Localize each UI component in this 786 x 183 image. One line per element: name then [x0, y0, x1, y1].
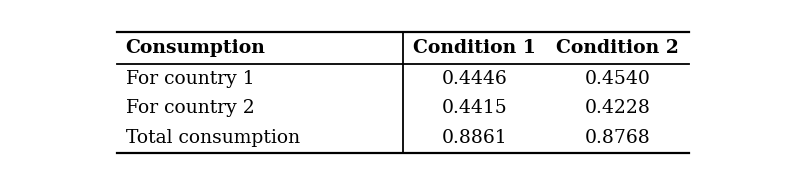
Text: 0.8861: 0.8861 [442, 129, 507, 147]
Text: 0.4540: 0.4540 [585, 70, 651, 88]
Text: 0.4415: 0.4415 [442, 100, 507, 117]
Text: Condition 1: Condition 1 [413, 39, 536, 57]
Text: 0.4228: 0.4228 [585, 100, 651, 117]
Text: Consumption: Consumption [126, 39, 266, 57]
Text: For country 2: For country 2 [126, 100, 255, 117]
Text: 0.4446: 0.4446 [442, 70, 507, 88]
Text: For country 1: For country 1 [126, 70, 255, 88]
Text: Condition 2: Condition 2 [556, 39, 679, 57]
Text: Total consumption: Total consumption [126, 129, 299, 147]
Text: 0.8768: 0.8768 [585, 129, 651, 147]
